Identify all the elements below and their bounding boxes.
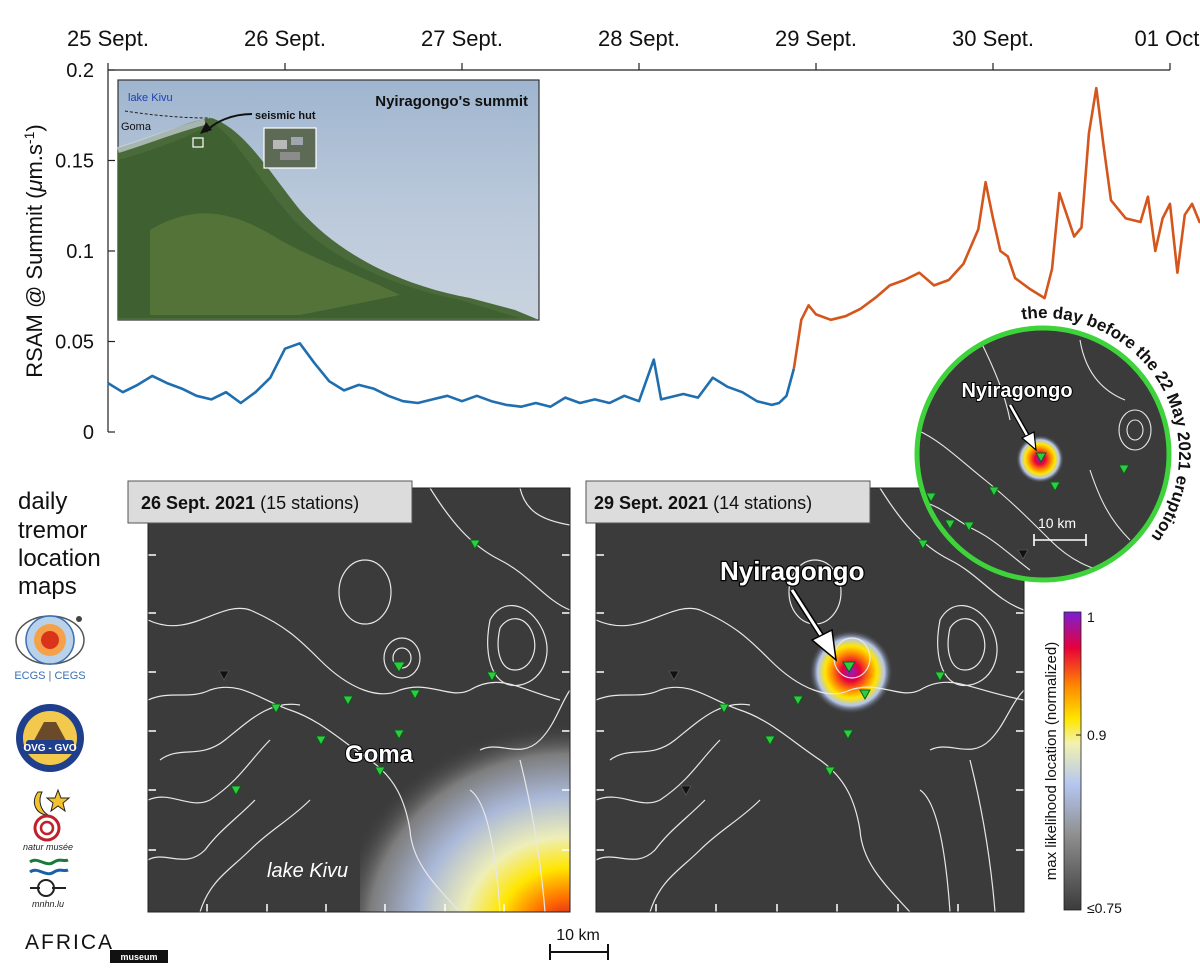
summit-photo: lake Kivu Goma Nyiragongo's summit seism… (117, 79, 540, 321)
circle-inset-scale-label: 10 km (1038, 515, 1076, 531)
ecgs-logo: ECGS | CEGS (14, 615, 86, 682)
left-map-ticks (148, 554, 570, 912)
goma-label: Goma (345, 741, 414, 768)
scale-bar: 10 km (549, 927, 609, 960)
x-tick-label: 30 Sept. (952, 26, 1034, 51)
y-tick-label: 0.15 (55, 151, 94, 173)
right-map-title-box: 29 Sept. 2021 (14 stations) (585, 480, 871, 524)
svg-text:maps: maps (18, 573, 77, 600)
series-layer (107, 86, 1200, 408)
x-tick-label: 29 Sept. (775, 26, 857, 51)
colorbar-label: max likelihood location (normalized) (1043, 642, 1060, 880)
svg-text:location: location (18, 545, 101, 572)
photo-lake-label: lake Kivu (128, 92, 173, 104)
map-26-sept: 26 Sept. 2021 (15 stations) Goma lake Ki… (127, 480, 571, 913)
svg-text:OVG - GVO: OVG - GVO (23, 743, 77, 754)
svg-text:museum: museum (120, 952, 157, 962)
x-tick-label: 27 Sept. (421, 26, 503, 51)
svg-text:26 Sept. 2021 (15 stations): 26 Sept. 2021 (15 stations) (141, 493, 359, 513)
svg-text:mnhn.lu: mnhn.lu (32, 899, 64, 909)
lake-kivu-label: lake Kivu (267, 860, 348, 882)
hut-marker (192, 137, 204, 148)
mnhn-logo: mnhn.lu (29, 858, 69, 909)
y-tick-label: 0.1 (66, 241, 94, 263)
hut-zoom (263, 127, 317, 169)
photo-title: Nyiragongo's summit (375, 93, 528, 110)
svg-text:10 km: 10 km (556, 927, 600, 944)
x-tick-label: 26 Sept. (244, 26, 326, 51)
x-tick-label: 25 Sept. (67, 26, 149, 51)
x-tick-group: 25 Sept. 26 Sept. 27 Sept. 28 Sept. 29 Sept.… (67, 26, 1200, 70)
svg-text:tremor: tremor (18, 517, 87, 544)
x-tick-label: 01 Oct. (1135, 26, 1200, 51)
colorbar: 1 0.9 ≤0.75 max likelihood location (nor… (1043, 609, 1122, 916)
colorbar-tick-top: 1 (1087, 609, 1095, 625)
left-map-title-box: 26 Sept. 2021 (15 stations) (127, 480, 413, 524)
svg-text:daily: daily (18, 488, 67, 515)
ovg-logo: OVG - GVO (16, 704, 84, 772)
nyiragongo-label: Nyiragongo (720, 556, 864, 586)
y-tick-label: 0.05 (55, 332, 94, 354)
circle-inset-volcano-label: Nyiragongo (961, 380, 1072, 402)
photo-city-label: Goma (121, 121, 152, 133)
photo-hut-label: seismic hut (255, 110, 316, 122)
svg-text:29 Sept. 2021 (14 stations): 29 Sept. 2021 (14 stations) (594, 493, 812, 513)
maps-title: daily tremor location maps (18, 488, 101, 600)
y-axis-label: RSAM @ Summit (μm.s-1) (21, 124, 47, 377)
y-tick-label: 0.2 (66, 60, 94, 82)
circle-inset: Nyiragongo 10 km (914, 325, 1172, 583)
colorbar-tick-mid: 0.9 (1087, 727, 1107, 743)
svg-text:natur musée: natur musée (23, 842, 73, 852)
colorbar-tick-bottom: ≤0.75 (1087, 900, 1122, 916)
map-29-sept: 29 Sept. 2021 (14 stations) Nyiragongo (585, 480, 1025, 913)
x-tick-label: 28 Sept. (598, 26, 680, 51)
rsam-line-after (792, 86, 1200, 369)
rsam-plot: 25 Sept. 26 Sept. 27 Sept. 28 Sept. 29 Sept.… (21, 26, 1200, 444)
svg-text:ECGS | CEGS: ECGS | CEGS (14, 670, 85, 682)
svg-text:AFRICA: AFRICA (25, 931, 114, 954)
rsam-line-before (107, 342, 796, 408)
y-tick-label: 0 (83, 422, 94, 444)
natur-musee-logo: natur musée (23, 788, 73, 852)
y-tick-group: 0 0.05 0.1 0.15 0.2 (55, 60, 115, 444)
africa-museum-logo: AFRICA museum (25, 931, 168, 963)
